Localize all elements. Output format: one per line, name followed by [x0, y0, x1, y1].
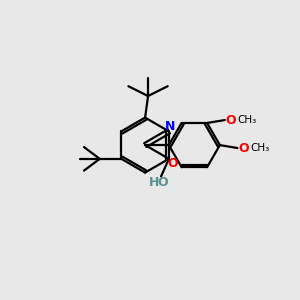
Text: O: O [238, 142, 249, 154]
Text: O: O [158, 176, 168, 189]
Text: H: H [149, 176, 159, 189]
Text: O: O [167, 157, 178, 170]
Text: CH₃: CH₃ [250, 143, 269, 153]
Text: N: N [165, 120, 175, 133]
Text: O: O [226, 113, 236, 127]
Text: CH₃: CH₃ [238, 115, 257, 125]
